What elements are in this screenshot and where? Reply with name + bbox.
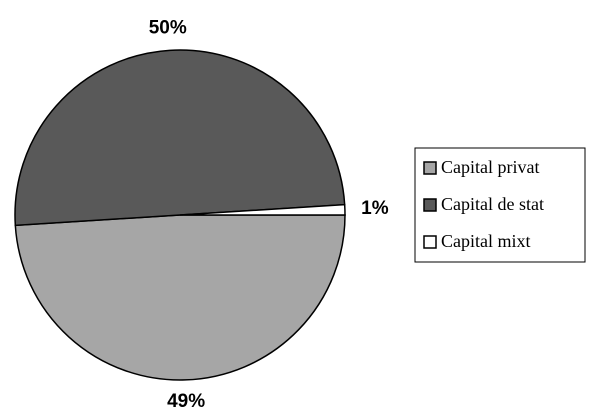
legend-swatch bbox=[423, 198, 437, 212]
pie-slice bbox=[14, 214, 346, 381]
legend-box bbox=[414, 147, 586, 263]
legend-label: Capital mixt bbox=[441, 231, 531, 251]
pie-slice bbox=[179, 203, 346, 216]
legend-label: Capital de stat bbox=[441, 194, 544, 214]
value-label: 50% bbox=[149, 17, 187, 38]
value-label: 1% bbox=[361, 198, 389, 219]
pie-slice bbox=[14, 49, 346, 227]
legend-swatch bbox=[423, 235, 437, 249]
legend-swatch bbox=[423, 161, 437, 175]
legend-label: Capital privat bbox=[441, 157, 539, 177]
value-label: 49% bbox=[167, 391, 205, 412]
